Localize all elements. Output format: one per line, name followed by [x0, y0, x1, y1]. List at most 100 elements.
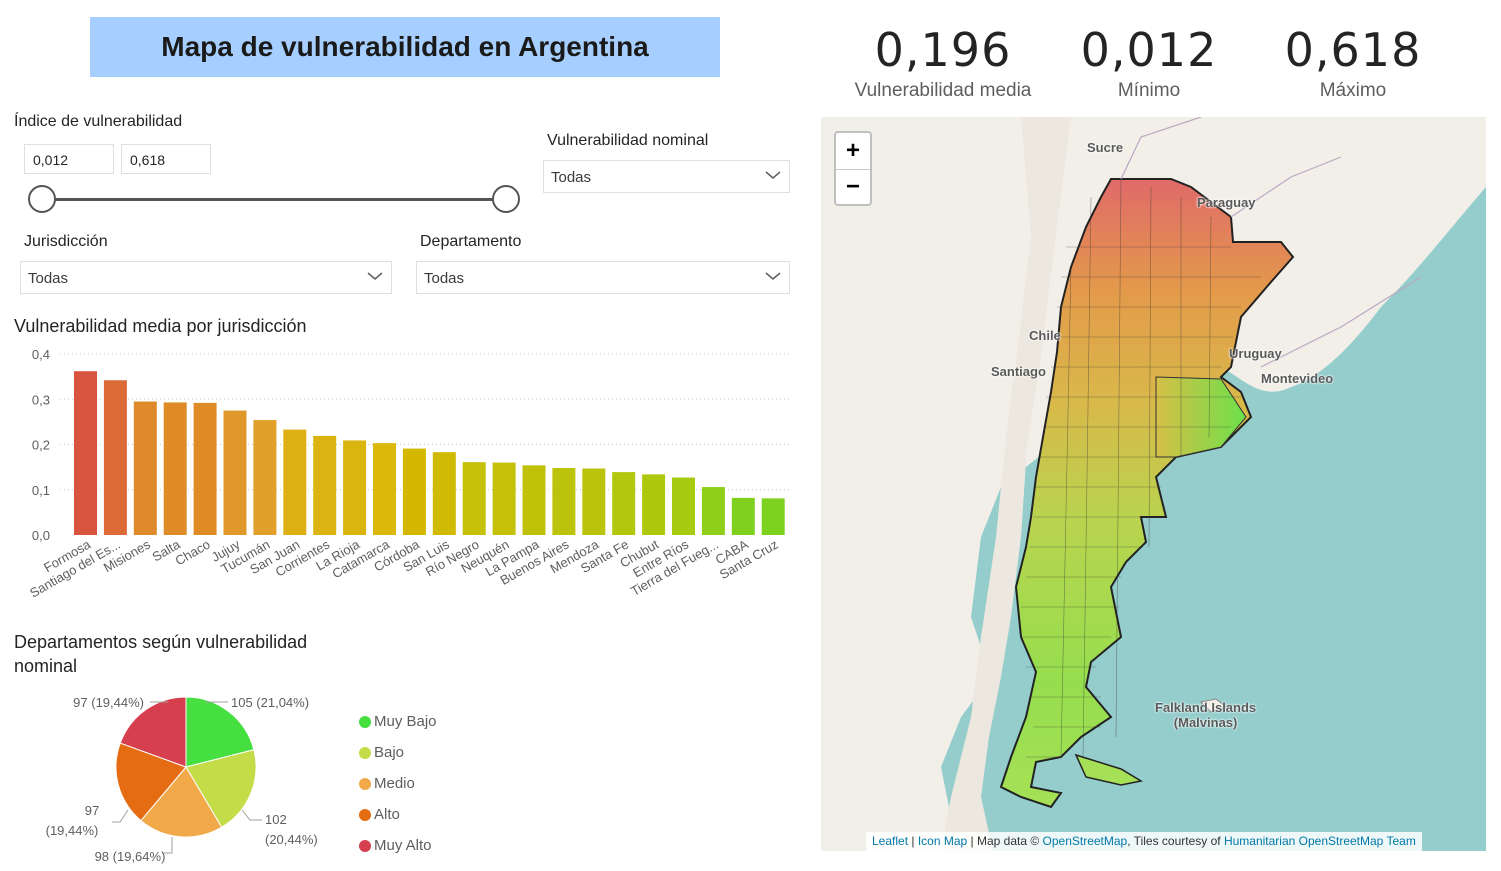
bar[interactable]: [432, 452, 456, 535]
legend-item-muy-bajo[interactable]: Muy Bajo: [359, 706, 479, 737]
indice-max-input[interactable]: 0,618: [121, 144, 211, 174]
vulnerability-map[interactable]: Sucre Paraguay Chile Santiago Uruguay Mo…: [821, 117, 1486, 851]
map-zoom-control: + −: [834, 131, 872, 206]
nominal-slicer-label: Vulnerabilidad nominal: [547, 132, 709, 149]
legend-dot: [359, 777, 371, 790]
pie-slice[interactable]: [115, 742, 187, 822]
bar[interactable]: [313, 435, 337, 535]
kpi-max-label: Máximo: [1319, 80, 1387, 101]
bar[interactable]: [642, 474, 666, 535]
kpi-min-label: Mínimo: [1117, 80, 1181, 101]
bar[interactable]: [373, 443, 396, 535]
legend-dot: [359, 746, 371, 759]
department-borders: [1021, 178, 1261, 758]
y-tick-label: 0,4: [32, 347, 50, 362]
tierra-del-fuego: [1074, 753, 1144, 786]
bar[interactable]: [612, 472, 636, 535]
iconmap-link[interactable]: Icon Map: [917, 834, 968, 848]
bar[interactable]: [402, 448, 426, 535]
legend-dot: [359, 808, 371, 821]
kpi-mean-value: 0,196: [874, 23, 1012, 77]
pie-data-label: 102: [265, 812, 287, 827]
pie-data-label: (19,44%): [46, 823, 99, 838]
chevron-down-icon: [367, 272, 383, 280]
pie-chart-title-line1: Departamentos según vulnerabilidad: [14, 632, 308, 652]
legend-item-bajo[interactable]: Bajo: [359, 737, 479, 768]
pie-leader-line: [162, 837, 173, 854]
legend-label: Muy Alto: [374, 837, 432, 854]
bar[interactable]: [522, 465, 546, 535]
leaflet-link[interactable]: Leaflet: [872, 834, 909, 848]
attribution-sep: |: [908, 834, 918, 848]
departamento-dropdown[interactable]: Todas: [416, 261, 790, 294]
departamento-dropdown-value: Todas: [424, 270, 465, 287]
bar[interactable]: [462, 462, 486, 535]
departamento-slicer-label: Departamento: [420, 233, 522, 250]
pie-chart-title-line2: nominal: [14, 656, 78, 676]
bar[interactable]: [193, 402, 217, 535]
indice-slider-min-handle[interactable]: [28, 185, 56, 213]
bar[interactable]: [582, 468, 606, 535]
y-tick-label: 0,3: [32, 392, 50, 407]
chevron-down-icon: [765, 171, 781, 179]
bar[interactable]: [283, 429, 307, 535]
bar[interactable]: [223, 410, 247, 535]
map-label-uruguay: Uruguay: [1229, 346, 1282, 361]
land-chile-coast: [941, 117, 1071, 851]
legend-item-medio[interactable]: Medio: [359, 768, 479, 799]
nominal-dropdown[interactable]: Todas: [543, 160, 790, 193]
zoom-in-button[interactable]: +: [836, 133, 870, 170]
bar[interactable]: [552, 468, 576, 535]
bar[interactable]: [103, 380, 127, 535]
bar[interactable]: [731, 497, 755, 535]
y-tick-label: 0,2: [32, 438, 50, 453]
map-canvas[interactable]: [821, 117, 1486, 851]
legend-item-alto[interactable]: Alto: [359, 799, 479, 830]
map-label-chile: Chile: [1029, 328, 1061, 343]
indice-slider-max-handle[interactable]: [492, 185, 520, 213]
bar[interactable]: [343, 440, 367, 535]
map-label-falkland-line1: Falkland Islands: [1155, 700, 1257, 715]
bar[interactable]: [133, 401, 157, 535]
bar[interactable]: [163, 402, 187, 535]
pie-data-label: 97: [85, 803, 99, 818]
kpi-max-value: 0,618: [1284, 23, 1422, 77]
legend-item-muy-alto[interactable]: Muy Alto: [359, 830, 479, 861]
map-label-sucre: Sucre: [1087, 140, 1124, 155]
map-label-montevideo: Montevideo: [1261, 371, 1334, 386]
osm-link[interactable]: OpenStreetMap: [1042, 834, 1128, 848]
bar[interactable]: [701, 487, 725, 535]
bar[interactable]: [761, 498, 785, 535]
map-label-paraguay: Paraguay: [1197, 195, 1256, 210]
pie-data-label: 97 (19,44%): [73, 695, 144, 710]
pie-slice[interactable]: [140, 766, 223, 838]
legend-label: Medio: [374, 775, 415, 792]
indice-slicer-label: Índice de vulnerabilidad: [14, 113, 183, 130]
indice-min-input[interactable]: 0,012: [24, 144, 114, 174]
nominal-dropdown-value: Todas: [551, 169, 592, 186]
bar[interactable]: [492, 462, 516, 535]
page-title: Mapa de vulnerabilidad en Argentina: [90, 17, 720, 77]
hot-link[interactable]: Humanitarian OpenStreetMap Team: [1223, 834, 1416, 848]
x-tick-label: Chaco: [173, 537, 213, 569]
pie-data-label: 98 (19,64%): [95, 849, 166, 864]
jurisdiccion-dropdown[interactable]: Todas: [20, 261, 392, 294]
pie-slice[interactable]: [185, 749, 257, 828]
bar[interactable]: [672, 477, 695, 535]
argentina-shape: [999, 178, 1295, 809]
pie-leader-line: [112, 809, 129, 823]
pie-slice[interactable]: [119, 696, 187, 768]
indice-slider-track[interactable]: [42, 198, 506, 201]
bar[interactable]: [253, 420, 277, 535]
map-label-falkland: Falkland Islands (Malvinas): [1155, 700, 1256, 730]
pie-chart-title: Departamentos según vulnerabilidad nomin…: [14, 630, 307, 678]
attribution-text-2: , Tiles courtesy of: [1127, 834, 1224, 848]
bar[interactable]: [74, 371, 97, 535]
legend-dot: [359, 715, 371, 728]
zoom-out-button[interactable]: −: [845, 173, 860, 200]
jurisdiccion-dropdown-value: Todas: [28, 270, 69, 287]
attribution-text: | Map data ©: [967, 834, 1043, 848]
kpi-mean-label: Vulnerabilidad media: [854, 80, 1032, 101]
pie-slice[interactable]: [185, 696, 255, 768]
